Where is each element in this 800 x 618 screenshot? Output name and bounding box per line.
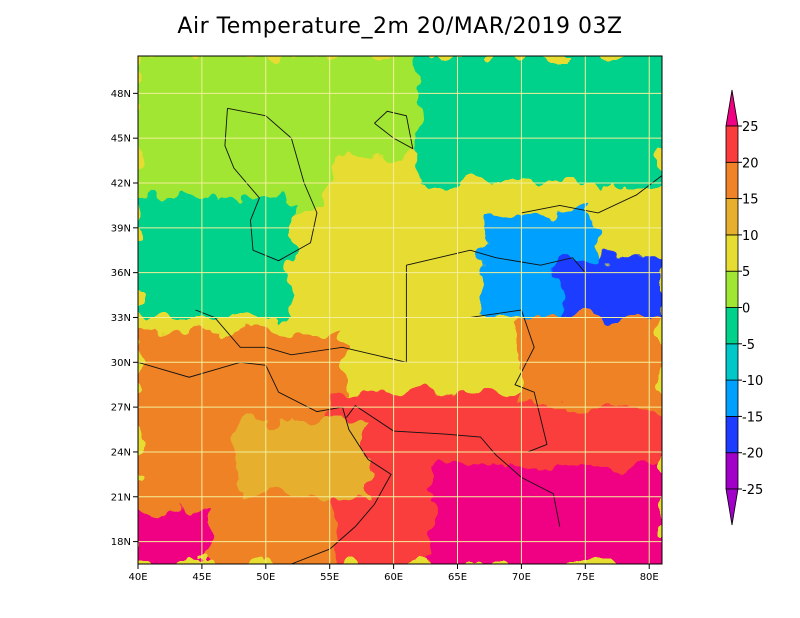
lat-tick-label: 24N: [111, 447, 131, 458]
colorbar-label: 15: [742, 193, 759, 208]
temperature-field: [138, 56, 662, 564]
coastlines-borders: [138, 107, 662, 564]
lon-tick-label: 55E: [320, 572, 339, 583]
colorbar-label: -25: [742, 483, 763, 498]
colorbar-segment: [725, 452, 739, 490]
coastline-border: [240, 361, 392, 564]
temperature-region: [431, 466, 662, 564]
temperature-region: [138, 511, 215, 564]
lat-tick-label: 36N: [111, 268, 131, 279]
coastline-border: [374, 110, 414, 150]
colorbar-label: -5: [742, 338, 755, 353]
colorbar: -25 -20 -15 -10 -5 0 5 10 15 20 25: [725, 89, 763, 526]
coastline-border: [195, 265, 407, 363]
coastline-border: [345, 405, 561, 527]
colorbar-segment: [725, 343, 739, 381]
lon-tick-label: 65E: [448, 572, 467, 583]
colorbar-segment: [725, 161, 739, 200]
colorbar-extend-high: [725, 89, 739, 127]
lat-tick-label: 21N: [111, 492, 131, 503]
lon-tick-label: 40E: [128, 572, 147, 583]
lon-tick-label: 60E: [384, 572, 403, 583]
colorbar-label: 25: [742, 120, 759, 135]
temperature-region: [138, 197, 292, 318]
temperature-region: [138, 56, 330, 213]
colorbar-segment: [725, 415, 739, 454]
colorbar-segment: [725, 307, 739, 345]
colorbar-segment: [725, 125, 739, 163]
lat-tick-label: 18N: [111, 537, 131, 548]
colorbar-label: -15: [742, 410, 763, 425]
colorbar-label: 10: [742, 229, 759, 244]
lat-tick-label: 27N: [111, 403, 131, 414]
lat-tick-label: 33N: [111, 313, 131, 324]
lat-tick-label: 48N: [111, 89, 131, 100]
lat-tick-label: 42N: [111, 179, 131, 190]
colorbar-label: -20: [742, 447, 763, 462]
coastline-border: [521, 175, 662, 214]
temperature-region: [419, 56, 662, 183]
lon-tick-label: 70E: [512, 572, 531, 583]
colorbar-label: 5: [742, 265, 750, 280]
colorbar-segment: [725, 270, 739, 308]
coastline-border: [406, 249, 586, 273]
plot-frame: [137, 55, 663, 565]
chart-title: Air Temperature_2m 20/MAR/2019 03Z: [177, 14, 623, 39]
colorbar-segment: [725, 379, 739, 417]
lat-tick-label: 45N: [111, 134, 131, 145]
lon-tick-label: 75E: [576, 572, 595, 583]
colorbar-segment: [725, 234, 739, 272]
graticule: [138, 56, 662, 564]
lat-tick-label: 39N: [111, 223, 131, 234]
colorbar-label: 0: [742, 302, 750, 317]
temperature-region: [240, 422, 369, 497]
colorbar-label: 20: [742, 156, 759, 171]
axes: 40E 45E 50E 55E 60E 65E 70E 75E 80E 18N 21N 24N 27N 3…: [111, 89, 659, 583]
lon-tick-label: 50E: [256, 572, 275, 583]
colorbar-extend-low: [725, 488, 739, 526]
lat-tick-label: 30N: [111, 358, 131, 369]
lon-tick-label: 45E: [192, 572, 211, 583]
lon-tick-label: 80E: [640, 572, 659, 583]
colorbar-segment: [725, 198, 739, 236]
colorbar-label: -10: [742, 374, 763, 389]
